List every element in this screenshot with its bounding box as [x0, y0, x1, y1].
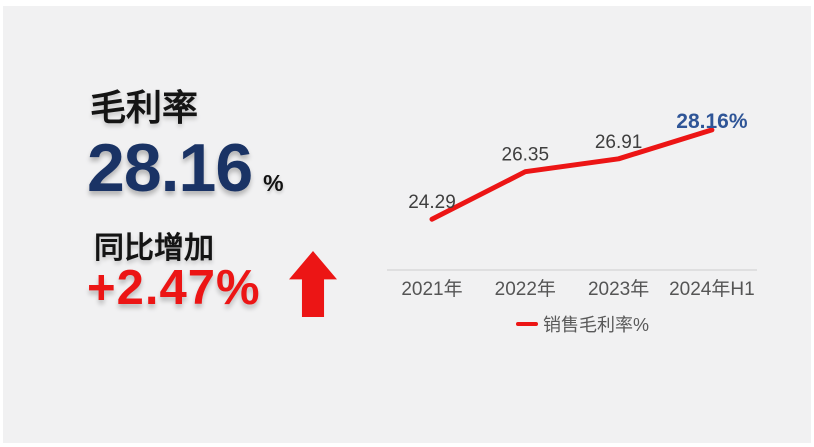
chart-svg: 24.29 26.35 26.91 28.16% 2021年 2022年 2023年 2024…	[387, 110, 757, 335]
point-label: 26.91	[595, 132, 643, 153]
kpi-change-value: +2.47%	[87, 261, 261, 315]
slide-background: 毛利率 28.16 % 同比增加 +2.47% 24.29 26.35 26.91 2…	[3, 6, 811, 443]
point-label: 24.29	[408, 192, 456, 213]
x-axis-label: 2024年H1	[669, 278, 755, 300]
gross-margin-line-chart: 24.29 26.35 26.91 28.16% 2021年 2022年 2023年 2024…	[385, 95, 763, 347]
point-label-highlight: 28.16%	[676, 110, 748, 133]
up-arrow-icon	[289, 251, 337, 317]
kpi-change-label: 同比增加	[94, 232, 214, 265]
kpi-value-unit: %	[263, 170, 284, 196]
kpi-value-row: 28.16 %	[87, 134, 284, 202]
legend-label: 销售毛利率%	[543, 315, 649, 335]
x-axis-label: 2022年	[495, 278, 556, 300]
kpi-value: 28.16	[87, 130, 253, 206]
x-axis-label: 2023年	[588, 278, 649, 300]
kpi-title: 毛利率	[90, 87, 199, 128]
series-line	[429, 127, 715, 222]
point-label: 26.35	[502, 145, 550, 166]
x-axis-label: 2021年	[401, 278, 462, 300]
